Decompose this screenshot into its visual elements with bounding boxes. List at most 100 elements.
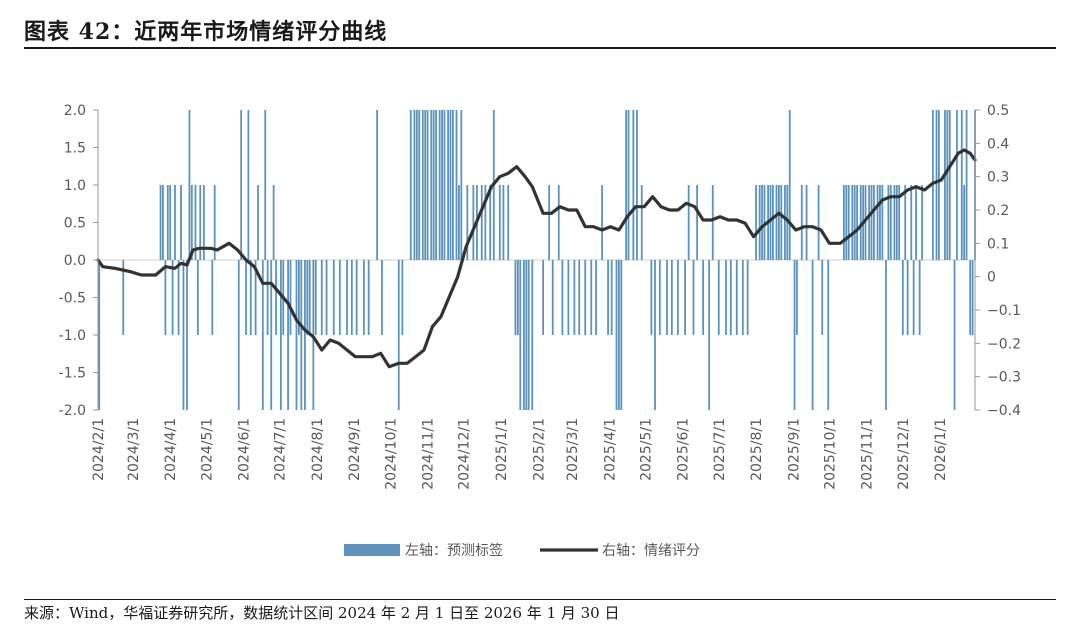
figure-title: 图表 42：近两年市场情绪评分曲线 (24, 19, 388, 45)
label-bar (595, 260, 597, 335)
label-bar (426, 110, 429, 260)
label-bar (418, 110, 421, 260)
label-bar (169, 185, 172, 260)
label-bar (249, 260, 252, 335)
left-tick-label: 2.0 (64, 103, 86, 119)
left-tick-label: -1.5 (59, 366, 86, 382)
label-bar (430, 110, 433, 260)
label-bar (953, 260, 956, 410)
x-tick-label: 2024/9/1 (347, 418, 363, 481)
label-bars (98, 110, 976, 410)
label-bar (901, 260, 904, 335)
label-bar (531, 260, 534, 410)
label-bar (904, 185, 907, 260)
label-bar (289, 260, 292, 335)
label-bar (711, 185, 714, 260)
label-bar (397, 260, 400, 410)
label-bar (971, 260, 974, 335)
label-bar (771, 185, 774, 260)
label-bar (969, 260, 972, 335)
label-bar (247, 110, 250, 260)
label-bar (287, 260, 289, 410)
label-bar (460, 110, 463, 260)
right-tick-label: 0.5 (987, 103, 1009, 119)
label-bar (763, 185, 766, 260)
x-tick-label: 2024/6/1 (237, 418, 253, 481)
label-bar (362, 260, 365, 335)
label-bar (640, 185, 643, 260)
label-bar (275, 260, 277, 335)
label-bar (938, 110, 940, 260)
label-bar (650, 260, 653, 335)
label-bar (190, 185, 193, 260)
label-bar (793, 260, 796, 410)
label-bar (272, 185, 275, 260)
left-tick-label: -2.0 (59, 403, 86, 419)
label-bar (687, 185, 690, 260)
label-bar (308, 260, 311, 335)
label-bar (177, 260, 180, 335)
label-bar (199, 185, 202, 260)
label-bar (346, 260, 348, 335)
label-bar (666, 260, 668, 335)
right-tick-label: −0.2 (987, 336, 1021, 352)
label-bar (432, 110, 435, 260)
x-tick-label: 2024/10/1 (383, 418, 399, 490)
label-bar (451, 110, 454, 260)
label-bar (893, 185, 896, 260)
label-bar (935, 110, 938, 260)
label-bar (164, 260, 167, 335)
label-bar (350, 260, 353, 335)
label-bar (338, 260, 341, 335)
x-tick-label: 2024/4/1 (163, 418, 179, 481)
label-bar (266, 260, 269, 335)
x-tick-label: 2024/8/1 (310, 418, 326, 481)
left-tick-label: 0.5 (64, 216, 86, 232)
right-tick-label: −0.1 (987, 303, 1021, 319)
label-bar (601, 185, 603, 260)
label-bar (449, 110, 452, 260)
label-bar (847, 185, 850, 260)
right-tick-label: 0.1 (987, 236, 1009, 252)
label-bar (567, 260, 570, 335)
label-bar (778, 185, 780, 260)
label-bar (948, 110, 951, 260)
label-bar (557, 185, 560, 260)
label-bar (367, 260, 370, 335)
legend-line-label: 右轴：情绪评分 (602, 543, 700, 559)
right-tick-label: 0 (987, 270, 996, 286)
label-bar (889, 185, 892, 260)
label-bar (516, 260, 519, 335)
x-tick-label: 2025/5/1 (638, 418, 654, 481)
source-rule (24, 599, 1056, 600)
label-bar (915, 185, 917, 260)
label-bar (298, 260, 300, 335)
label-bar (295, 260, 298, 410)
label-bar (895, 185, 898, 260)
label-bar (519, 260, 522, 410)
label-bar (684, 260, 686, 335)
label-bar (180, 185, 182, 260)
label-bar (415, 110, 418, 260)
label-bar (817, 185, 820, 260)
x-tick-label: 2025/1/1 (494, 418, 510, 481)
right-tick-label: 0.3 (987, 170, 1009, 186)
label-bar (441, 110, 443, 260)
x-tick-label: 2024/7/1 (273, 418, 289, 481)
label-bar (211, 260, 214, 335)
label-bar (320, 260, 323, 335)
label-bar (484, 185, 487, 260)
label-bar (447, 110, 449, 260)
label-bar (620, 260, 623, 410)
x-tick-label: 2024/2/1 (91, 418, 107, 481)
label-bar (676, 260, 679, 335)
label-bar (376, 110, 379, 260)
right-tick-label: 0.4 (987, 136, 1009, 152)
label-bar (279, 260, 282, 410)
label-bar (741, 260, 744, 335)
label-bar (237, 260, 240, 410)
label-bar (658, 260, 661, 335)
label-bar (514, 260, 517, 335)
label-bar (443, 110, 446, 260)
right-tick-label: −0.4 (987, 403, 1021, 419)
